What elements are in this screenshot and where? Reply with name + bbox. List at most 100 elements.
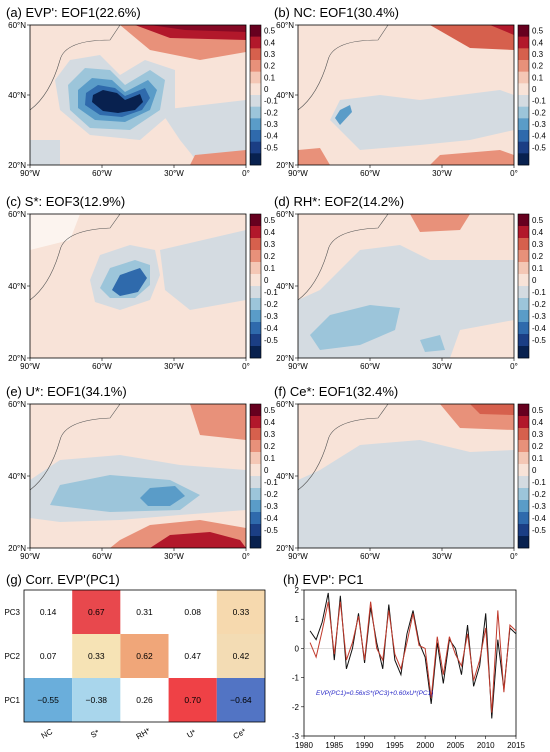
colorbar-label: 0.5 xyxy=(264,216,276,225)
colorbar-segment xyxy=(250,274,261,287)
heatmap-cell-label: 0.67 xyxy=(88,607,105,617)
colorbar-label: 0.2 xyxy=(532,442,544,451)
colorbar-segment xyxy=(250,238,261,251)
colorbar-segment xyxy=(250,536,261,549)
colorbar-label: 0.1 xyxy=(264,73,276,82)
lon-tick-label: 60°W xyxy=(360,169,380,178)
lat-tick-label: 60°N xyxy=(8,400,26,409)
colorbar-segment xyxy=(518,500,529,513)
colorbar-label: 0.4 xyxy=(532,38,544,47)
colorbar-label: -0.2 xyxy=(532,108,546,117)
colorbar-label: 0.1 xyxy=(532,73,544,82)
y-tick-label: 0 xyxy=(295,644,300,653)
colorbar-segment xyxy=(250,310,261,323)
colorbar-segment xyxy=(250,36,261,49)
heatmap-title: (g) Corr. EVP'(PC1) xyxy=(6,572,120,587)
map-panel-b xyxy=(297,24,515,166)
heatmap-cell-label: 0.07 xyxy=(40,651,57,661)
lat-tick-label: 40°N xyxy=(8,91,26,100)
colorbar-label: 0 xyxy=(264,85,269,94)
colorbar-segment xyxy=(518,428,529,441)
colorbar-segment xyxy=(250,428,261,441)
colorbar-label: -0.3 xyxy=(264,312,278,321)
colorbar-label: 0 xyxy=(264,466,269,475)
colorbar-segment xyxy=(250,334,261,347)
heatmap-cell-label: 0.42 xyxy=(233,651,250,661)
y-tick-label: -1 xyxy=(292,674,300,683)
colorbars: 0.5 0.4 0.3 0.2 0.1 0 -0.1 -0.2 -0.3 -0.4 -0.5 0.5 0… xyxy=(249,24,546,549)
x-tick-label: 1990 xyxy=(356,741,374,750)
colorbar-label: 0.1 xyxy=(264,264,276,273)
map-panel-e xyxy=(29,403,247,549)
lon-tick-label: 0° xyxy=(242,552,250,561)
colorbar-segment xyxy=(518,416,529,429)
colorbar-label: 0.3 xyxy=(532,430,544,439)
colorbar-label: -0.5 xyxy=(532,336,546,345)
colorbar-label: -0.4 xyxy=(264,514,278,523)
lon-tick-label: 0° xyxy=(510,169,518,178)
colorbar-segment xyxy=(518,130,529,142)
colorbar-segment xyxy=(250,71,261,84)
colorbar-label: -0.2 xyxy=(264,108,278,117)
heatmap-cell xyxy=(168,590,217,634)
colorbar-label: 0.3 xyxy=(264,50,276,59)
colorbar-label: -0.3 xyxy=(264,120,278,129)
colorbar-segment xyxy=(518,106,529,119)
heatmap-frame xyxy=(23,589,266,723)
colorbar-segment xyxy=(250,118,261,131)
colorbar-label: 0.2 xyxy=(264,62,276,71)
colorbar-frame xyxy=(249,24,262,166)
heatmap-col-label: S* xyxy=(89,728,101,740)
heatmap-cell-label: 0.31 xyxy=(136,607,153,617)
colorbar-label: -0.1 xyxy=(532,288,546,297)
colorbar-segment xyxy=(250,440,261,453)
heatmap-cell-label: 0.33 xyxy=(233,607,250,617)
x-tick-label: 1980 xyxy=(295,741,313,750)
colorbar-label: 0.4 xyxy=(532,228,544,237)
colorbar-segment xyxy=(518,322,529,335)
colorbar-segment xyxy=(250,95,261,107)
heatmap-cell-label: −0.64 xyxy=(230,695,252,705)
colorbar-label: 0.4 xyxy=(264,418,276,427)
colorbar-label: -0.1 xyxy=(532,97,546,106)
colorbar-segment xyxy=(250,346,261,359)
colorbar-label: -0.4 xyxy=(532,132,546,141)
colorbar-segment xyxy=(518,464,529,477)
colorbar-label: -0.1 xyxy=(264,478,278,487)
colorbar-label: -0.1 xyxy=(532,478,546,487)
lat-tick-label: 40°N xyxy=(276,91,294,100)
colorbar-segment xyxy=(250,262,261,275)
colorbar-segment xyxy=(518,83,529,96)
lon-tick-label: 30°W xyxy=(432,552,452,561)
heatmap-cell xyxy=(120,678,169,722)
colorbar-segment xyxy=(250,250,261,263)
heatmap-cell-label: −0.38 xyxy=(86,695,108,705)
x-tick-label: 2015 xyxy=(507,741,525,750)
colorbar-segment xyxy=(518,488,529,501)
map-panel-c xyxy=(29,213,247,359)
colorbar-label: -0.2 xyxy=(532,300,546,309)
heatmap-cell-label: 0.47 xyxy=(184,651,201,661)
lon-tick-label: 30°W xyxy=(164,552,184,561)
lon-tick-label: 30°W xyxy=(164,169,184,178)
colorbar-segment xyxy=(518,440,529,453)
colorbar-label: -0.5 xyxy=(532,143,546,152)
colorbar-segment xyxy=(250,25,261,37)
colorbar-segment xyxy=(518,25,529,37)
colorbar-segment xyxy=(518,250,529,263)
line-chart-title: (h) EVP': PC1 xyxy=(283,572,364,587)
colorbar-segment xyxy=(250,214,261,227)
lon-tick-label: 30°W xyxy=(432,169,452,178)
colorbar-segment xyxy=(250,416,261,429)
colorbar-segment xyxy=(250,524,261,537)
colorbar-segment xyxy=(518,118,529,131)
colorbar-label: 0.4 xyxy=(264,38,276,47)
colorbar-label: -0.2 xyxy=(264,300,278,309)
colorbar-segment xyxy=(518,298,529,311)
colorbar-label: 0.2 xyxy=(264,442,276,451)
colorbar-frame xyxy=(249,213,262,359)
lon-tick-label: 60°W xyxy=(92,362,112,371)
heatmap-col-label: NC xyxy=(40,727,55,741)
colorbar-segment xyxy=(518,310,529,323)
